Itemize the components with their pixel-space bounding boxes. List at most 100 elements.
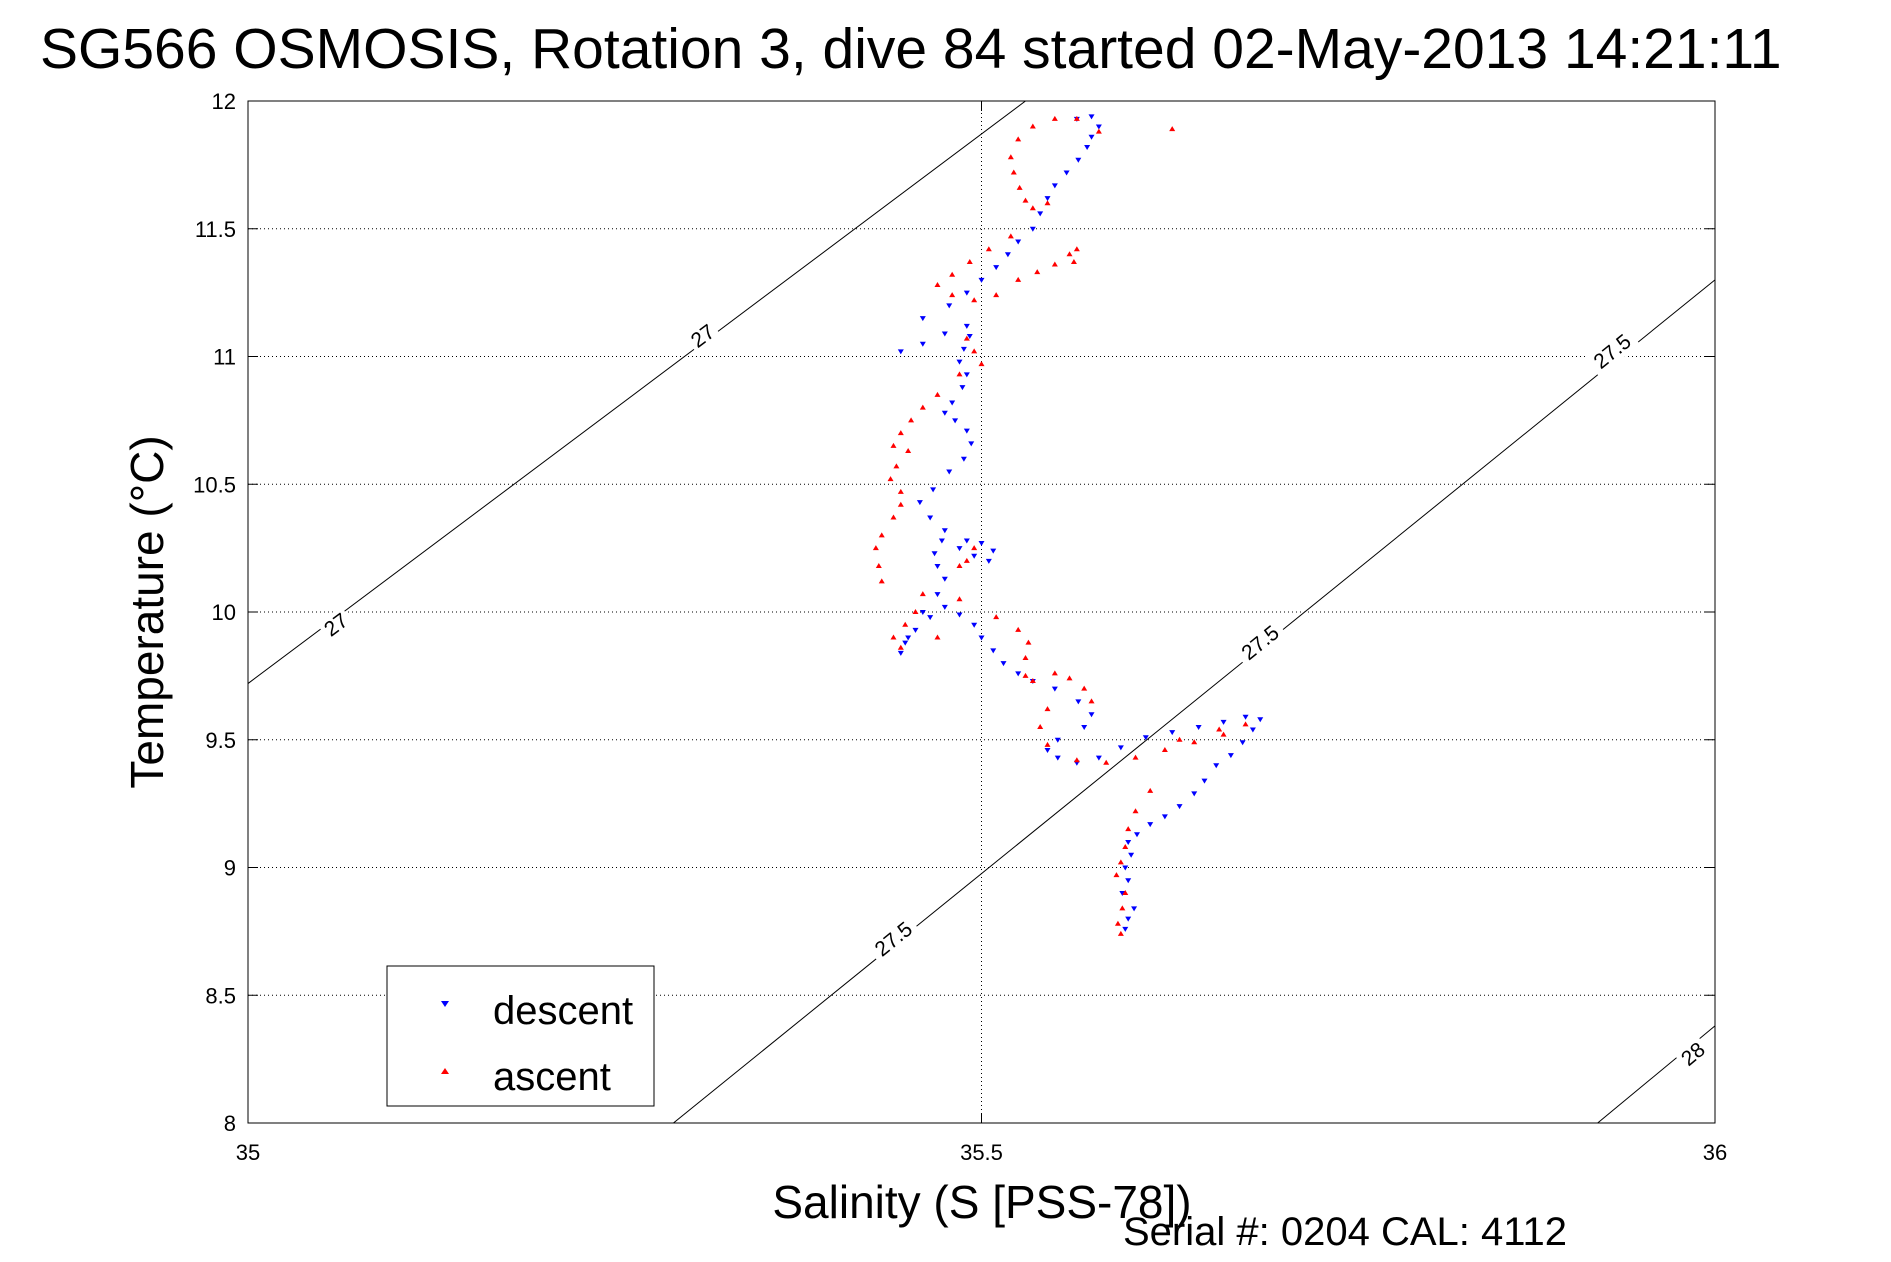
- x-tick-label: 35.5: [960, 1140, 1003, 1165]
- x-tick-label: 35: [236, 1140, 260, 1165]
- descent-point: [978, 541, 985, 547]
- ascent-point: [1191, 739, 1198, 745]
- ascent-point: [1073, 757, 1080, 763]
- descent-point: [1054, 737, 1061, 743]
- ascent-point: [1125, 826, 1132, 832]
- ascent-point: [908, 417, 915, 423]
- descent-point: [1169, 730, 1176, 736]
- descent-point: [1015, 239, 1022, 245]
- descent-point: [1176, 804, 1183, 810]
- descent-point: [919, 316, 926, 322]
- ascent-point: [1073, 115, 1080, 121]
- ascent-point: [1220, 731, 1227, 737]
- ascent-point: [890, 514, 897, 520]
- descent-point: [1220, 719, 1227, 725]
- descent-point: [934, 592, 941, 598]
- descent-point: [1191, 791, 1198, 797]
- y-tick-label: 10.5: [193, 472, 236, 497]
- descent-point: [960, 346, 967, 352]
- descent-point: [941, 410, 948, 416]
- contour-label-bg: [1232, 616, 1288, 669]
- y-tick-label: 9: [224, 856, 236, 881]
- descent-point: [1095, 755, 1102, 761]
- x-tick-label: 36: [1703, 1140, 1727, 1165]
- ascent-point: [878, 532, 885, 538]
- ascent-point: [872, 545, 879, 551]
- y-axis-label: Temperature (°C): [121, 435, 173, 788]
- ascent-point: [1007, 233, 1014, 239]
- descent-point: [1015, 671, 1022, 677]
- descent-point: [963, 538, 970, 544]
- ascent-point: [1216, 726, 1223, 732]
- ascent-point: [875, 563, 882, 569]
- ascent-point: [902, 621, 909, 627]
- descent-point: [1054, 755, 1061, 761]
- descent-point: [1088, 134, 1095, 140]
- contour-label-bg: [683, 317, 722, 355]
- descent-point: [1075, 157, 1082, 163]
- descent-point: [1029, 226, 1036, 232]
- ascent-point: [949, 271, 956, 277]
- descent-point: [952, 418, 959, 424]
- descent-point: [1084, 144, 1091, 150]
- ascent-point: [1070, 258, 1077, 264]
- ascent-point: [912, 609, 919, 614]
- ascent-point: [1161, 746, 1168, 752]
- descent-point: [927, 615, 934, 621]
- descent-point: [1095, 124, 1102, 130]
- descent-point: [919, 341, 926, 347]
- descent-point: [993, 265, 1000, 271]
- ascent-point: [1037, 723, 1044, 729]
- ascent-point: [1122, 890, 1129, 896]
- ascent-point: [993, 292, 1000, 298]
- ascent-point: [1113, 872, 1120, 878]
- ascent-point: [1016, 184, 1023, 190]
- ascent-point: [878, 578, 885, 584]
- ascent-point: [956, 371, 963, 377]
- ascent-point: [1066, 251, 1073, 257]
- descent-point: [990, 648, 997, 654]
- descent-point: [1125, 878, 1132, 884]
- ascent-point: [956, 563, 963, 569]
- legend: descent ascent: [386, 965, 655, 1107]
- ascent-point: [1051, 115, 1058, 121]
- descent-point: [1249, 727, 1256, 733]
- descent-point: [978, 277, 985, 283]
- ascent-point: [1051, 670, 1058, 676]
- chart-title: SG566 OSMOSIS, Rotation 3, dive 84 start…: [40, 17, 1782, 81]
- descent-point: [1125, 916, 1132, 922]
- descent-point: [1122, 926, 1129, 932]
- ascent-point: [1095, 128, 1102, 134]
- ascent-point: [985, 246, 992, 252]
- descent-point: [1147, 822, 1154, 828]
- density-contour-27: [248, 101, 1026, 684]
- descent-point: [919, 610, 926, 615]
- descent-point: [930, 487, 937, 493]
- axis-ticks: 8 8.5 9 9.5 10 10.5 11 11.5 12 35 35.5 36: [193, 89, 1727, 1165]
- descent-point: [960, 456, 967, 462]
- descent-point: [902, 640, 909, 646]
- legend-descent-marker: [441, 1001, 449, 1007]
- descent-point: [985, 558, 992, 564]
- density-contour-27.5: [673, 279, 1715, 1123]
- ascent-point: [963, 557, 970, 563]
- descent-point: [931, 551, 938, 557]
- ascent-point: [1122, 844, 1129, 850]
- ascent-point: [1242, 721, 1249, 727]
- descent-point: [963, 372, 970, 378]
- ascent-point: [1119, 905, 1126, 911]
- ascent-point: [905, 448, 912, 454]
- ascent-point: [934, 391, 941, 397]
- descent-point: [934, 564, 941, 570]
- ascent-point: [993, 614, 1000, 620]
- descent-point: [956, 359, 963, 365]
- descent-point: [1088, 712, 1095, 718]
- legend-ascent-marker: [441, 1068, 449, 1074]
- descent-point: [990, 548, 997, 554]
- ascent-point: [1034, 269, 1041, 275]
- ascent-point: [890, 442, 897, 448]
- ascent-point: [1022, 654, 1029, 660]
- ascent-point: [1051, 261, 1058, 267]
